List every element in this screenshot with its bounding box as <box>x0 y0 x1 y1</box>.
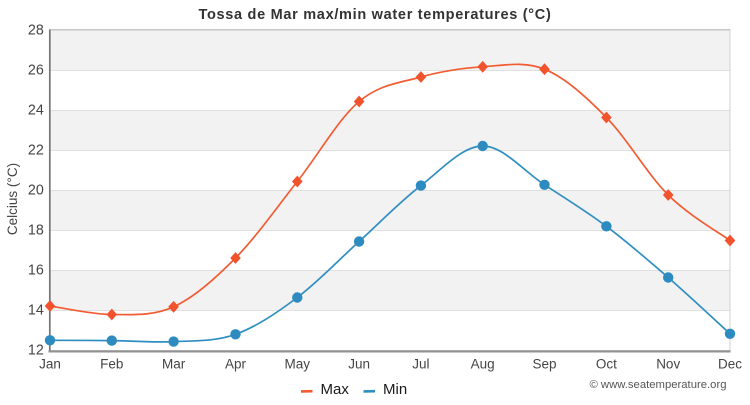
svg-text:Jun: Jun <box>348 357 370 372</box>
svg-text:26: 26 <box>28 63 44 79</box>
svg-text:Tossa de Mar max/min water tem: Tossa de Mar max/min water temperatures … <box>198 7 551 23</box>
svg-text:Max: Max <box>321 381 350 398</box>
svg-text:© www.seatemperature.org: © www.seatemperature.org <box>589 379 726 391</box>
svg-text:Aug: Aug <box>471 357 495 372</box>
svg-text:18: 18 <box>28 223 44 239</box>
svg-text:16: 16 <box>28 263 44 279</box>
svg-text:24: 24 <box>28 103 44 119</box>
svg-text:14: 14 <box>28 303 44 319</box>
svg-text:Oct: Oct <box>596 357 617 372</box>
svg-text:Nov: Nov <box>656 357 680 372</box>
svg-text:28: 28 <box>28 23 44 39</box>
svg-text:Feb: Feb <box>100 357 123 372</box>
svg-text:22: 22 <box>28 143 44 159</box>
svg-text:May: May <box>285 357 311 372</box>
svg-text:Dec: Dec <box>718 357 742 372</box>
svg-text:Mar: Mar <box>162 357 186 372</box>
svg-text:Jul: Jul <box>412 357 429 372</box>
svg-text:Sep: Sep <box>532 357 556 372</box>
svg-text:Min: Min <box>383 381 407 398</box>
svg-text:Celcius (°C): Celcius (°C) <box>5 163 20 235</box>
svg-text:Jan: Jan <box>39 357 61 372</box>
svg-text:20: 20 <box>28 183 44 199</box>
svg-text:Apr: Apr <box>225 357 247 372</box>
